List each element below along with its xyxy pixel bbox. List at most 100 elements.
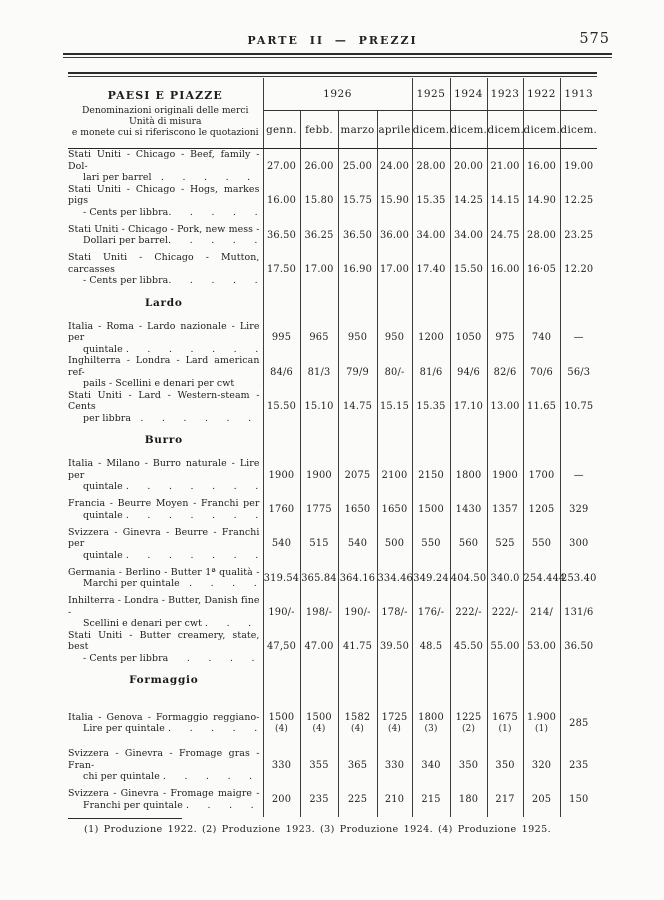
price-value: 320 bbox=[531, 759, 552, 771]
value-cell: 34.00 bbox=[449, 218, 488, 252]
value-cell: 12.25 bbox=[559, 183, 598, 218]
row-label-line1: Svizzera - Ginevra - Fromage gras - Fran… bbox=[68, 748, 260, 771]
month-col-9: dicem. bbox=[559, 110, 598, 149]
value-cell: 330 bbox=[376, 748, 413, 783]
price-value: 19.00 bbox=[564, 160, 594, 172]
price-value: 540 bbox=[347, 538, 368, 550]
table-top-rule bbox=[68, 72, 597, 77]
price-value: 1700 bbox=[528, 469, 555, 481]
price-value: 1205 bbox=[528, 504, 555, 515]
price-value: 34.00 bbox=[454, 229, 484, 241]
price-value: 36.00 bbox=[380, 229, 410, 241]
value-cell: 80/- bbox=[376, 355, 413, 390]
footnote-text: (1) Produzione 1922. (2) Produzione 1923… bbox=[84, 824, 552, 835]
value-cell: 23.25 bbox=[559, 218, 598, 252]
value-cell: 53.00 bbox=[522, 629, 561, 664]
value-cell: 349.24 bbox=[411, 561, 451, 595]
value-cell: 55.00 bbox=[486, 629, 524, 664]
price-value: 2150 bbox=[418, 469, 444, 481]
price-value: 55.00 bbox=[490, 641, 520, 653]
value-cell: 15.90 bbox=[376, 183, 413, 218]
table-row: Francia - Beurre Moyen - Franchi per quin… bbox=[68, 492, 598, 527]
value-cell: 334.46 bbox=[376, 561, 413, 595]
footnote-marker: (2) bbox=[462, 724, 476, 734]
price-value: 1430 bbox=[455, 504, 482, 515]
price-value: 540 bbox=[271, 538, 292, 550]
price-value: 17.00 bbox=[304, 263, 334, 275]
value-cell: 1800 bbox=[449, 458, 488, 493]
section-title: Burro bbox=[144, 434, 183, 447]
price-value: 350 bbox=[458, 759, 479, 771]
value-cell: 36.00 bbox=[376, 218, 413, 252]
price-value: 14.25 bbox=[454, 195, 484, 207]
section-row: Formaggio bbox=[68, 664, 598, 698]
empty-cell bbox=[522, 664, 561, 698]
price-value: 45.50 bbox=[454, 641, 484, 653]
value-cell: 180 bbox=[449, 782, 488, 817]
value-cell: 12.20 bbox=[559, 252, 598, 287]
value-cell: 235 bbox=[559, 748, 598, 783]
price-value: 47,50 bbox=[266, 641, 297, 653]
price-value: 198/- bbox=[305, 606, 333, 618]
value-cell: 45.50 bbox=[449, 629, 488, 664]
value-cell: 319.54 bbox=[262, 561, 300, 595]
value-cell: 355 bbox=[299, 748, 338, 783]
value-cell: 1675 (1) bbox=[486, 698, 524, 748]
table-row: Svizzera - Ginevra - Fromage maigre - Fra… bbox=[68, 782, 598, 817]
price-value: 740 bbox=[531, 332, 552, 344]
year-1922: 1922 bbox=[522, 78, 561, 111]
price-value: 176/- bbox=[417, 606, 445, 618]
value-cell: 15.50 bbox=[262, 389, 300, 424]
value-cell: 330 bbox=[262, 748, 300, 783]
price-value: 225 bbox=[347, 794, 368, 805]
table-row: Inhilterra - Londra - Butter, Danish fin… bbox=[68, 595, 598, 630]
row-label-line1: Svizzera - Ginevra - Fromage maigre - bbox=[68, 788, 260, 799]
price-value: 235 bbox=[569, 759, 589, 771]
price-table-container: PAESI E PIAZZE Denominazioni originali d… bbox=[68, 72, 598, 817]
empty-cell bbox=[449, 286, 488, 321]
value-cell: 27.00 bbox=[262, 148, 300, 184]
value-cell: 214/ bbox=[522, 595, 561, 630]
row-label: Italia - Genova - Formaggio reggiano- Lir… bbox=[68, 698, 263, 748]
table-row: Stati Uniti - Chicago - Beef, family - D… bbox=[68, 148, 598, 184]
footnote-rule bbox=[68, 818, 182, 819]
value-cell: 975 bbox=[486, 320, 524, 355]
value-cell: 79/9 bbox=[337, 355, 377, 390]
row-label-line1: Italia - Roma - Lardo nazionale - Lire p… bbox=[68, 320, 260, 344]
row-label: Svizzera - Ginevra - Beurre - Franchi pe… bbox=[68, 527, 263, 562]
value-cell: 36.50 bbox=[337, 218, 377, 252]
value-cell: 950 bbox=[376, 320, 413, 355]
price-value: 26.00 bbox=[304, 160, 334, 172]
value-cell: 235 bbox=[299, 782, 338, 817]
row-label-line2: Dollari per barrel. . . . . bbox=[83, 235, 258, 246]
value-cell: 340 bbox=[411, 748, 451, 783]
price-value: 14.15 bbox=[490, 195, 520, 207]
row-label: Stati Uniti - Butter creamery, state, be… bbox=[68, 630, 263, 665]
value-cell: 16.00 bbox=[486, 252, 524, 287]
value-cell: 404.50 bbox=[449, 561, 488, 595]
value-cell: 200 bbox=[262, 782, 300, 817]
value-cell: 15.35 bbox=[411, 389, 451, 424]
price-table-body: Stati Uniti - Chicago - Beef, family - D… bbox=[68, 148, 598, 817]
table-row: Stati Uniti - Chicago - Pork, new mess -… bbox=[68, 218, 598, 252]
month-col-4: aprile bbox=[376, 110, 413, 149]
value-cell: 1650 bbox=[376, 492, 413, 527]
value-cell: 16.00 bbox=[262, 183, 300, 218]
price-value: 1900 bbox=[268, 469, 295, 481]
empty-cell bbox=[376, 286, 413, 321]
row-label-line2: per libbra . . . . . . . bbox=[83, 412, 260, 424]
price-value: 254.444 bbox=[523, 572, 566, 584]
empty-cell bbox=[376, 424, 413, 458]
row-label-line2: - Cents per libbra . . . . bbox=[83, 652, 255, 664]
price-value: 975 bbox=[495, 332, 515, 344]
value-cell: 222/- bbox=[486, 595, 524, 630]
row-label-line1: Stati Uniti - Chicago - Mutton, carcasse… bbox=[68, 252, 260, 275]
section-row: Lardo bbox=[68, 286, 598, 321]
price-value: 349.24 bbox=[413, 572, 449, 584]
value-cell: 253.40 bbox=[559, 561, 598, 595]
price-value: — bbox=[573, 469, 584, 481]
row-label-line1: Svizzera - Ginevra - Beurre - Franchi pe… bbox=[68, 526, 260, 550]
row-label-line2: - Cents per libbra. . . . . bbox=[83, 206, 258, 218]
price-value: 340.0 bbox=[490, 572, 520, 584]
price-value: 16.90 bbox=[342, 263, 373, 275]
